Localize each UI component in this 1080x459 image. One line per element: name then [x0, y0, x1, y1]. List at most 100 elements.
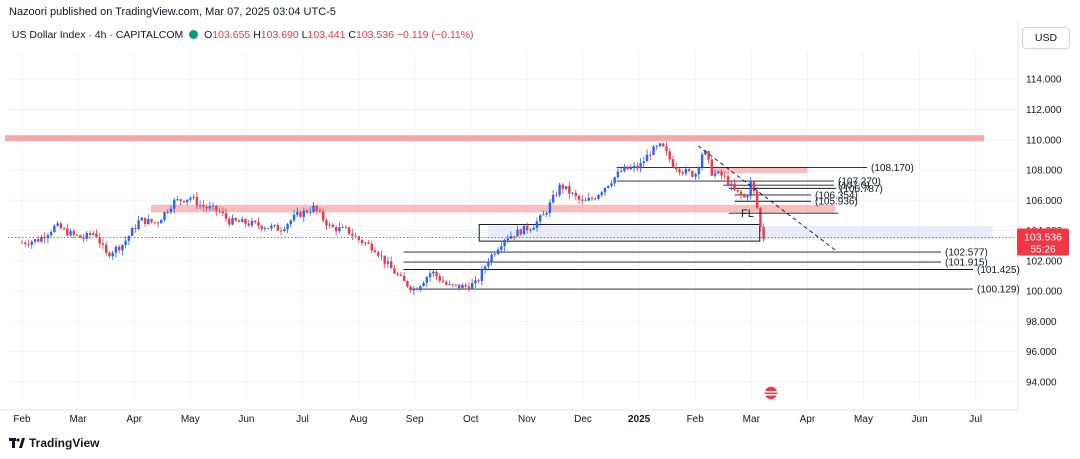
candle-body: [632, 165, 636, 168]
x-tick-label: Aug: [350, 414, 368, 425]
candle-body: [341, 226, 344, 228]
candle-body: [354, 235, 357, 237]
candle-body: [351, 233, 354, 236]
candle-body: [415, 288, 419, 291]
candle-body: [98, 237, 101, 244]
price-level-label: (106.787): [840, 184, 883, 195]
candle-body: [733, 183, 736, 190]
candle-body: [270, 225, 273, 229]
candle-body: [276, 225, 280, 231]
zone-demand: [487, 226, 993, 240]
candle-body: [111, 252, 114, 257]
candle-body: [263, 228, 267, 229]
low-label: L: [301, 29, 308, 41]
candle-body: [299, 211, 302, 217]
candle-body: [396, 273, 399, 275]
candle-body: [153, 222, 156, 223]
x-tick-label: 2025: [628, 414, 651, 425]
candle-body: [720, 171, 723, 176]
candle-body: [360, 240, 364, 243]
candle-body: [749, 181, 752, 196]
candle-body: [464, 284, 467, 287]
candle-body: [137, 220, 140, 229]
candle-body: [101, 243, 105, 245]
trendline: [697, 145, 836, 251]
tradingview-logo[interactable]: TradingView: [9, 436, 99, 450]
candle-body: [377, 252, 380, 256]
candle-body: [406, 281, 409, 287]
candle-body: [40, 237, 43, 242]
economic-event-icon[interactable]: [763, 385, 779, 401]
candle-body: [289, 220, 293, 225]
candle-body: [707, 150, 710, 160]
candle-body: [759, 207, 762, 228]
candle-body: [286, 224, 289, 230]
candle-body: [224, 213, 228, 219]
candle-body: [33, 239, 37, 242]
candle-body: [755, 191, 759, 208]
currency-button[interactable]: USD: [1022, 27, 1070, 49]
candle-body: [425, 277, 429, 283]
candle-body: [448, 284, 451, 286]
candle-body: [736, 189, 739, 192]
candle-body: [412, 288, 416, 291]
candle-body: [519, 229, 522, 235]
candle-body: [166, 211, 169, 213]
candle-body: [338, 227, 341, 232]
candle-body: [121, 244, 124, 251]
x-tick-label: Jun: [238, 414, 254, 425]
candle-body: [305, 210, 309, 213]
x-tick-label: Sep: [406, 414, 424, 425]
candle-body: [257, 222, 260, 226]
y-tick-label: 102.000: [1026, 256, 1063, 267]
price-level-label: (101.915): [945, 258, 988, 269]
candle-body: [380, 255, 383, 257]
candle-body: [454, 284, 458, 286]
x-tick-label: May: [181, 414, 200, 425]
candle-body: [610, 183, 613, 186]
candle-body: [134, 228, 137, 229]
x-tick-label: Dec: [574, 414, 592, 425]
candle-body: [30, 241, 33, 245]
candle-body: [344, 226, 348, 228]
candle-body: [458, 284, 461, 289]
candle-body: [717, 171, 720, 174]
symbol-name[interactable]: US Dollar Index · 4h · CAPITALCOM: [11, 29, 184, 41]
candle-body: [713, 173, 717, 176]
candle-body: [500, 246, 503, 250]
candle-body: [56, 223, 59, 226]
tradingview-brand: TradingView: [29, 436, 100, 450]
candle-body: [710, 159, 714, 176]
candle-body: [296, 211, 299, 215]
price-level-label: (107.0): [838, 181, 870, 192]
candle-body: [150, 218, 153, 223]
candle-body: [665, 146, 668, 152]
candle-body: [590, 198, 594, 199]
candle-body: [619, 171, 623, 172]
candle-body: [652, 146, 655, 155]
candle-body: [386, 261, 390, 264]
y-tick-label: 112.000: [1026, 105, 1062, 116]
candle-body: [746, 195, 749, 198]
candle-body: [279, 230, 283, 232]
candle-body: [189, 197, 192, 200]
candle-body: [312, 205, 315, 212]
x-tick-label: Jul: [296, 414, 309, 425]
y-tick-label: 114.000: [1026, 75, 1062, 86]
candle-body: [691, 170, 694, 177]
candle-body: [441, 280, 445, 283]
candle-body: [681, 172, 684, 174]
candle-body: [545, 212, 548, 215]
candle-body: [253, 220, 257, 223]
candle-body: [124, 240, 127, 245]
price-level-label: (106.354): [815, 190, 858, 201]
candle-body: [506, 238, 509, 240]
candle-body: [639, 163, 642, 169]
candle-body: [244, 219, 247, 224]
close-value: 103.536: [356, 29, 394, 41]
order-block-box: [478, 223, 761, 242]
candle-body: [36, 239, 40, 242]
candle-body: [723, 175, 726, 177]
candle-body: [88, 233, 92, 235]
